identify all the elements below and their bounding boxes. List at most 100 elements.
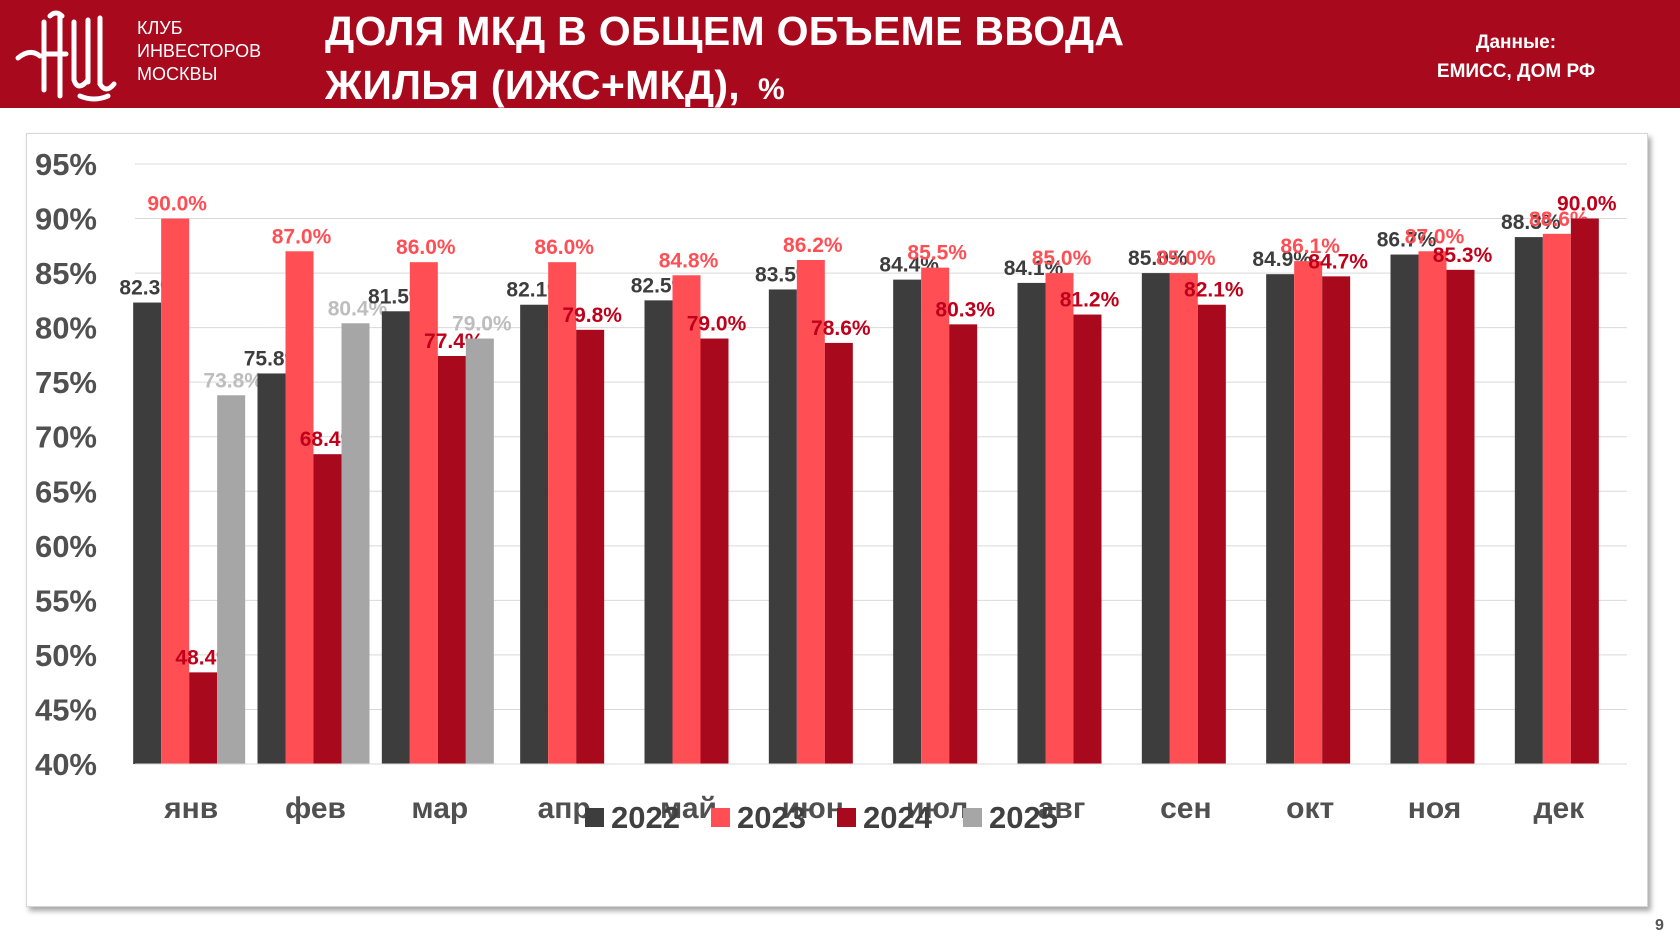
- data-label: 86.7%: [1377, 229, 1437, 252]
- club-logo-icon: [15, 10, 117, 102]
- bar-2022: [1266, 274, 1295, 764]
- bar-2022: [133, 302, 162, 764]
- page-title: ДОЛЯ МКД В ОБЩЕМ ОБЪЕМЕ ВВОДА ЖИЛЬЯ (ИЖС…: [325, 4, 1124, 117]
- data-label: 79.0%: [452, 313, 512, 336]
- data-label: 85.0%: [1128, 247, 1188, 270]
- chart-panel: 95% 90% 85% 80% 75% 70% 65% 60% 55% 50% 45% 40% 82.3…: [26, 133, 1648, 907]
- y-tick-label: 65%: [35, 474, 97, 509]
- bar-2023: [409, 262, 438, 764]
- title-line-2: ЖИЛЬЯ (ИЖС+МКД),%: [325, 58, 1124, 117]
- bar-2022: [1390, 254, 1419, 764]
- data-label: 90.0%: [1557, 193, 1617, 216]
- legend-label-2023: 2023: [737, 800, 806, 835]
- x-tick-label: июл: [906, 792, 968, 825]
- bar-2023: [1169, 273, 1198, 764]
- bar-2022: [381, 311, 410, 764]
- x-tick-label: ноя: [1408, 792, 1462, 825]
- header-bar: КЛУБ ИНВЕСТОРОВ МОСКВЫ ДОЛЯ МКД В ОБЩЕМ …: [0, 0, 1680, 108]
- bar-2025: [341, 323, 370, 764]
- title-line-2-text: ЖИЛЬЯ (ИЖС+МКД),: [325, 62, 740, 108]
- bar-2024: [1322, 276, 1351, 764]
- x-tick-label: апр: [538, 792, 591, 825]
- title-unit: %: [758, 73, 785, 106]
- source-label: Данные:: [1475, 32, 1557, 53]
- x-tick-label: авг: [1038, 792, 1086, 825]
- bar-2024: [1197, 304, 1226, 764]
- org-line: МОСКВЫ: [137, 64, 218, 84]
- bar-2023: [672, 275, 701, 764]
- data-label: 86.2%: [783, 234, 843, 257]
- bar-2022: [257, 373, 286, 764]
- x-tick-label: мар: [411, 792, 468, 825]
- data-source: Данные: ЕМИСС, ДОМ РФ: [1400, 28, 1632, 86]
- y-tick-label: 90%: [35, 202, 97, 237]
- x-tick-label: сен: [1160, 792, 1212, 825]
- x-tick-label: фев: [285, 792, 346, 825]
- bar-2022: [893, 279, 922, 764]
- legend-label-2024: 2024: [863, 800, 933, 835]
- bar-2022: [768, 289, 797, 764]
- bar-2024: [189, 672, 218, 764]
- bar-2023: [548, 262, 577, 764]
- bar-2023: [1542, 233, 1571, 764]
- bar-2022: [644, 300, 673, 764]
- data-label: 82.1%: [1184, 279, 1244, 302]
- data-label: 86.0%: [534, 236, 594, 259]
- bar-2023: [1418, 251, 1447, 765]
- data-label: 80.3%: [935, 298, 995, 321]
- y-tick-label: 95%: [35, 147, 97, 182]
- data-label: 81.2%: [1060, 289, 1120, 312]
- x-tick-label: дек: [1533, 792, 1585, 825]
- x-tick-label: июн: [782, 792, 844, 825]
- bar-2023: [1045, 273, 1074, 764]
- bar-2024: [1570, 218, 1599, 764]
- bar-2023: [796, 260, 825, 764]
- y-tick-label: 70%: [35, 420, 97, 455]
- bar-2022: [1514, 237, 1543, 764]
- org-line: ИНВЕСТОРОВ: [137, 41, 262, 61]
- bar-2024: [313, 454, 342, 764]
- source-value: ЕМИСС, ДОМ РФ: [1436, 61, 1596, 82]
- bar-chart: 95%90%85%80%75%70%65%60%55%50%45%40%82.3…: [35, 147, 1627, 835]
- org-line: КЛУБ: [137, 18, 183, 38]
- x-tick-label: май: [660, 792, 717, 825]
- y-tick-label: 80%: [35, 311, 97, 346]
- x-tick-label: янв: [163, 792, 218, 825]
- organization-name: КЛУБ ИНВЕСТОРОВ МОСКВЫ: [137, 17, 261, 86]
- bar-2022: [1017, 282, 1046, 764]
- bar-2023: [1294, 261, 1323, 764]
- data-label: 85.0%: [1032, 247, 1092, 270]
- data-label: 85.3%: [1433, 244, 1493, 267]
- bar-2023: [285, 251, 314, 765]
- data-label: 78.6%: [811, 317, 871, 340]
- bar-2024: [700, 338, 729, 764]
- data-label: 87.0%: [272, 225, 332, 248]
- y-tick-label: 85%: [35, 256, 97, 291]
- bar-2024: [1446, 269, 1475, 764]
- data-label: 84.7%: [1308, 250, 1368, 273]
- y-tick-label: 45%: [35, 692, 97, 727]
- legend-label-2025: 2025: [989, 800, 1058, 835]
- legend-swatch-2024: [837, 808, 856, 827]
- bar-2024: [824, 342, 853, 764]
- y-tick-label: 55%: [35, 583, 97, 618]
- data-label: 79.0%: [687, 313, 747, 336]
- legend-swatch-2025: [963, 808, 982, 827]
- data-label: 86.1%: [1280, 235, 1340, 258]
- legend-swatch-2022: [585, 808, 604, 827]
- bar-2024: [1073, 314, 1102, 764]
- legend-label-2022: 2022: [611, 800, 680, 835]
- data-label: 73.8%: [203, 369, 263, 392]
- data-label: 88.3%: [1501, 211, 1561, 234]
- y-tick-label: 75%: [35, 365, 97, 400]
- data-label: 90.0%: [147, 193, 207, 216]
- bar-2023: [921, 267, 950, 764]
- data-label: 85.5%: [907, 242, 967, 265]
- data-label: 85.0%: [1156, 247, 1216, 270]
- data-label: 87.0%: [1405, 225, 1465, 248]
- bar-2025: [217, 395, 246, 764]
- bar-2024: [576, 329, 605, 764]
- bar-2025: [465, 338, 494, 764]
- bar-2024: [437, 356, 466, 764]
- legend-swatch-2023: [711, 808, 730, 827]
